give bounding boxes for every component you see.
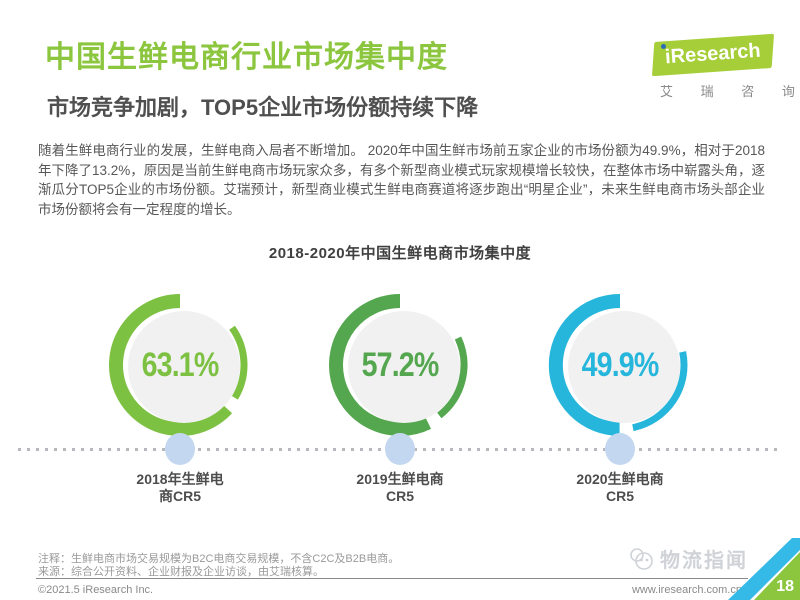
- corner-decoration: 18: [720, 538, 800, 600]
- footnotes: 注释：生鲜电商市场交易规模为B2C电商交易规模，不含C2C及B2B电商。 来源：…: [38, 553, 399, 579]
- gauge-ring-2019: [329, 294, 468, 436]
- gauge-label-2018: 2018年生鲜电 商CR5: [136, 471, 224, 504]
- gauge-ring-2018: [109, 294, 248, 436]
- corner-ribbon-icon: [728, 538, 800, 600]
- page-subtitle: 市场竞争加剧，TOP5企业市场份额持续下降: [47, 95, 479, 120]
- axis-marker-dot: [385, 433, 415, 465]
- gauge-2019: 57.2% 2019生鲜电商 CR5: [290, 290, 510, 525]
- iresearch-logo: iResearch 艾 瑞 咨 询: [648, 33, 800, 100]
- gauge-value-2018: 63.1%: [141, 345, 220, 384]
- copyright-text: ©2021.5 iResearch Inc.: [38, 584, 154, 596]
- logistics-watermark: 物流指闻: [629, 544, 748, 573]
- footer-divider: [36, 578, 748, 579]
- axis-marker-dot: [605, 433, 635, 465]
- chart-title: 2018-2020年中国生鲜电商市场集中度: [268, 245, 532, 262]
- iresearch-logo-box: iResearch: [652, 33, 774, 77]
- gauge-label-2019: 2019生鲜电商 CR5: [356, 471, 444, 504]
- gauge-chart: 63.1% 2018年生鲜电 商CR5 57.2% 2019生鲜电商 CR5 4…: [70, 290, 730, 525]
- footnote-note: 注释：生鲜电商市场交易规模为B2C电商交易规模，不含C2C及B2B电商。: [38, 553, 400, 565]
- iresearch-brand-text: iResearch: [664, 39, 762, 69]
- gauge-2020: 49.9% 2020生鲜电商 CR5: [510, 290, 730, 525]
- gauge-ring-2020: [548, 293, 688, 436]
- logo-i-dot-icon: [661, 44, 666, 49]
- gauge-label-2020: 2020生鲜电商 CR5: [576, 471, 664, 504]
- footnote-source: 来源：综合公开资料、企业财报及企业访谈，由艾瑞核算。: [38, 566, 324, 578]
- gauge-value-2019: 57.2%: [361, 345, 440, 384]
- iresearch-brand-cn: 艾 瑞 咨 询: [660, 84, 800, 99]
- page-title: 中国生鲜电商行业市场集中度: [45, 41, 448, 74]
- axis-marker-dot: [165, 433, 195, 465]
- website-link[interactable]: www.iresearch.com.cn: [631, 584, 742, 596]
- panda-logo-icon: [630, 547, 653, 570]
- gauge-value-2020: 49.9%: [581, 345, 660, 384]
- watermark-text: 物流指闻: [660, 550, 748, 572]
- gauge-2018: 63.1% 2018年生鲜电 商CR5: [70, 290, 290, 525]
- page-number: 18: [776, 578, 794, 595]
- intro-paragraph: 随着生鲜电商行业的发展，生鲜电商入局者不断增加。 2020年中国生鲜市场前五家企…: [38, 143, 765, 217]
